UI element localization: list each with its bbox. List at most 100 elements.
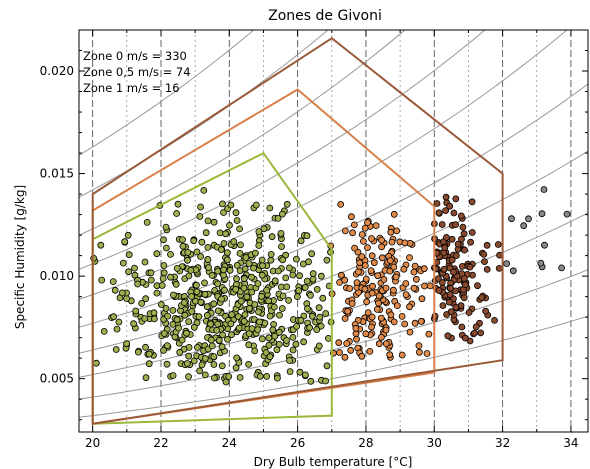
data-point-zone0 <box>203 303 211 311</box>
data-point-zone0 <box>258 262 266 270</box>
data-point-zone0 <box>167 273 174 281</box>
data-point-zone0 <box>278 210 286 218</box>
data-point-zone0 <box>233 354 241 362</box>
data-point-zone0 <box>147 276 155 284</box>
data-point-zone0 <box>111 286 119 294</box>
data-point-zone0 <box>153 289 161 297</box>
data-point-zone0 <box>252 201 260 209</box>
data-point-zone0 <box>134 280 142 288</box>
data-point-zone1 <box>483 241 491 249</box>
data-point-zone05 <box>411 319 419 327</box>
data-point-zone05 <box>368 289 376 297</box>
data-point-zone05 <box>410 268 418 276</box>
data-point-zone0 <box>150 309 158 317</box>
data-point-zone0 <box>147 269 155 277</box>
data-point-zone0 <box>324 334 332 342</box>
data-point-zone0 <box>164 312 172 320</box>
data-point-zone0 <box>100 327 108 335</box>
data-point-zone0 <box>201 355 209 362</box>
data-point-zone0 <box>113 325 121 333</box>
data-point-zone05 <box>362 275 370 283</box>
data-point-zone0 <box>276 311 283 319</box>
zone-outline-zone1 <box>91 36 504 425</box>
data-point-zone0 <box>309 270 317 278</box>
data-point-zone0 <box>190 323 198 331</box>
data-point-zone0 <box>125 251 133 259</box>
annotation-zone05: Zone 0,5 m/s = 74 <box>83 65 191 79</box>
data-point-zone0 <box>256 318 263 326</box>
data-point-zone0 <box>265 334 273 342</box>
data-point-zone05 <box>373 305 381 313</box>
x-axis-label: Dry Bulb temperature [°C] <box>254 455 413 469</box>
data-point-zone0 <box>109 278 117 286</box>
data-point-zone0 <box>215 336 223 344</box>
data-point-zone0 <box>271 277 279 285</box>
x-tick-label: 32 <box>495 436 510 450</box>
data-point-zone0 <box>278 305 286 312</box>
data-point-zone05 <box>368 323 375 331</box>
y-tick-label: 0.010 <box>40 269 74 283</box>
data-point-zone0 <box>237 241 244 249</box>
data-point-zone0 <box>219 331 227 339</box>
data-point-zone05 <box>382 284 390 292</box>
data-point-zone05 <box>350 221 358 229</box>
data-point-zone0 <box>200 186 208 194</box>
data-point-zone0 <box>179 236 186 244</box>
data-point-zone1 <box>483 265 491 273</box>
data-point-zone05 <box>337 200 345 208</box>
data-point-zone0 <box>124 231 132 239</box>
data-point-zone05 <box>425 330 433 338</box>
data-point-zone05 <box>382 340 390 348</box>
data-point-zone1 <box>458 235 465 243</box>
data-point-zone1 <box>466 263 474 271</box>
data-point-zone0 <box>271 332 279 340</box>
data-point-outside <box>525 215 532 223</box>
data-point-zone0 <box>274 267 282 275</box>
data-point-zone0 <box>258 256 266 264</box>
data-point-zone05 <box>388 238 396 246</box>
data-point-zone0 <box>118 289 126 297</box>
x-tick-label: 34 <box>563 436 578 450</box>
data-point-zone05 <box>359 237 367 245</box>
data-point-zone05 <box>401 239 409 247</box>
data-point-zone0 <box>214 267 222 275</box>
data-point-zone0 <box>204 243 212 251</box>
data-point-zone05 <box>410 284 418 292</box>
data-point-zone05 <box>366 347 374 355</box>
data-point-zone0 <box>275 328 283 336</box>
data-point-zone1 <box>448 235 456 243</box>
data-point-zone0 <box>218 295 225 303</box>
data-point-zone1 <box>454 240 462 248</box>
data-point-zone05 <box>412 275 420 283</box>
data-point-zone0 <box>224 335 231 343</box>
data-point-zone0 <box>115 318 123 326</box>
data-point-zone0 <box>245 330 253 338</box>
data-point-zone05 <box>382 326 390 334</box>
data-point-zone0 <box>233 261 241 269</box>
data-point-zone05 <box>386 267 394 275</box>
data-point-zone0 <box>266 312 274 320</box>
data-point-zone0 <box>245 305 253 312</box>
data-point-zone05 <box>392 273 400 281</box>
data-point-zone0 <box>295 287 303 295</box>
data-point-zone0 <box>285 264 293 272</box>
data-point-zone0 <box>240 284 248 292</box>
data-point-zone0 <box>220 209 227 216</box>
data-point-zone05 <box>367 267 375 275</box>
data-point-zone0 <box>273 374 281 382</box>
data-point-zone0 <box>315 304 323 312</box>
data-point-zone0 <box>207 320 215 328</box>
data-point-zone0 <box>220 240 228 247</box>
data-point-zone1 <box>450 209 458 217</box>
data-point-zone05 <box>364 219 371 227</box>
y-tick-label: 0.015 <box>40 167 74 181</box>
data-point-zone1 <box>435 287 443 294</box>
data-point-zone0 <box>160 346 167 354</box>
data-point-zone0 <box>263 372 271 380</box>
data-point-zone0 <box>220 266 228 274</box>
data-point-zone0 <box>323 362 331 370</box>
data-point-zone0 <box>260 225 268 233</box>
data-point-zone0 <box>214 280 222 288</box>
data-point-zone0 <box>187 266 195 274</box>
